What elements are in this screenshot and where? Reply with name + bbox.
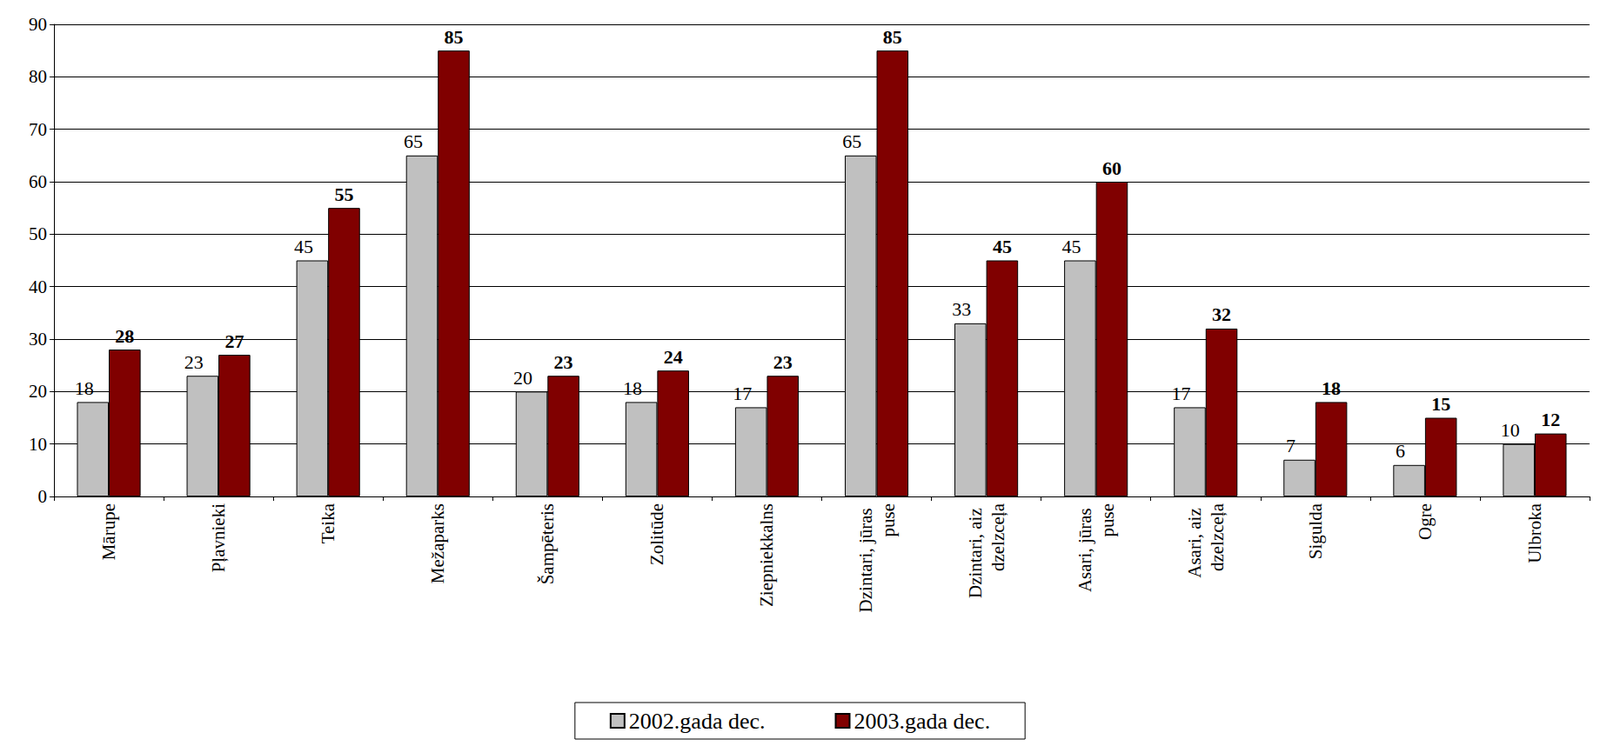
- svg-text:85: 85: [444, 26, 464, 48]
- svg-text:27: 27: [224, 330, 244, 353]
- svg-text:Asari, jūras: Asari, jūras: [1074, 503, 1096, 593]
- svg-text:puse: puse: [877, 503, 899, 538]
- svg-text:10: 10: [1500, 419, 1520, 442]
- svg-text:85: 85: [883, 26, 903, 48]
- svg-text:30: 30: [28, 328, 47, 350]
- svg-text:40: 40: [28, 276, 47, 298]
- svg-text:15: 15: [1431, 393, 1451, 416]
- svg-text:17: 17: [732, 382, 752, 405]
- svg-text:20: 20: [28, 381, 47, 402]
- svg-text:6: 6: [1395, 440, 1406, 462]
- svg-text:2003.gada dec.: 2003.gada dec.: [854, 709, 991, 735]
- svg-text:puse: puse: [1097, 503, 1118, 538]
- svg-text:65: 65: [842, 130, 862, 153]
- svg-text:60: 60: [28, 171, 47, 193]
- svg-text:23: 23: [184, 351, 204, 374]
- svg-text:55: 55: [334, 183, 354, 206]
- svg-text:Ziepniekkalns: Ziepniekkalns: [756, 503, 777, 608]
- svg-text:50: 50: [28, 223, 47, 245]
- svg-text:Mežaparks: Mežaparks: [427, 503, 449, 584]
- svg-text:Mārupe: Mārupe: [98, 503, 120, 561]
- svg-text:10: 10: [28, 434, 47, 456]
- svg-text:Zolitūde: Zolitūde: [646, 503, 668, 566]
- svg-text:Asari, aiz: Asari, aiz: [1184, 503, 1206, 579]
- svg-text:Pļavnieki: Pļavnieki: [207, 503, 229, 573]
- svg-text:60: 60: [1102, 157, 1122, 180]
- svg-text:80: 80: [28, 66, 47, 88]
- svg-text:2002.gada dec.: 2002.gada dec.: [629, 709, 766, 735]
- svg-text:Dzintari, jūras: Dzintari, jūras: [855, 503, 877, 613]
- svg-text:dzelzceļa: dzelzceļa: [1206, 502, 1228, 572]
- svg-text:Ogre: Ogre: [1414, 503, 1436, 541]
- svg-text:45: 45: [992, 235, 1012, 258]
- svg-text:Dzintari, aiz: Dzintari, aiz: [964, 503, 986, 599]
- svg-text:dzelzceļa: dzelzceļa: [987, 502, 1009, 572]
- svg-text:20: 20: [513, 367, 533, 389]
- svg-text:12: 12: [1540, 408, 1560, 431]
- svg-text:23: 23: [773, 351, 793, 374]
- svg-text:32: 32: [1211, 303, 1232, 326]
- svg-text:24: 24: [663, 346, 683, 369]
- svg-text:90: 90: [28, 13, 47, 35]
- svg-text:7: 7: [1285, 435, 1296, 457]
- svg-text:Sigulda: Sigulda: [1305, 502, 1326, 560]
- svg-text:Ulbroka: Ulbroka: [1524, 502, 1546, 563]
- svg-text:33: 33: [951, 298, 971, 321]
- svg-text:45: 45: [1061, 235, 1081, 258]
- svg-text:17: 17: [1171, 382, 1191, 405]
- svg-text:0: 0: [38, 486, 48, 508]
- svg-text:28: 28: [114, 325, 134, 348]
- svg-text:18: 18: [1321, 377, 1341, 400]
- svg-text:Teika: Teika: [317, 502, 339, 544]
- svg-text:70: 70: [28, 119, 47, 141]
- svg-text:23: 23: [554, 351, 574, 374]
- svg-text:45: 45: [294, 235, 314, 258]
- svg-text:65: 65: [403, 130, 423, 153]
- svg-text:Šampēteris: Šampēteris: [536, 503, 558, 585]
- svg-text:18: 18: [622, 377, 643, 400]
- svg-text:18: 18: [74, 377, 94, 400]
